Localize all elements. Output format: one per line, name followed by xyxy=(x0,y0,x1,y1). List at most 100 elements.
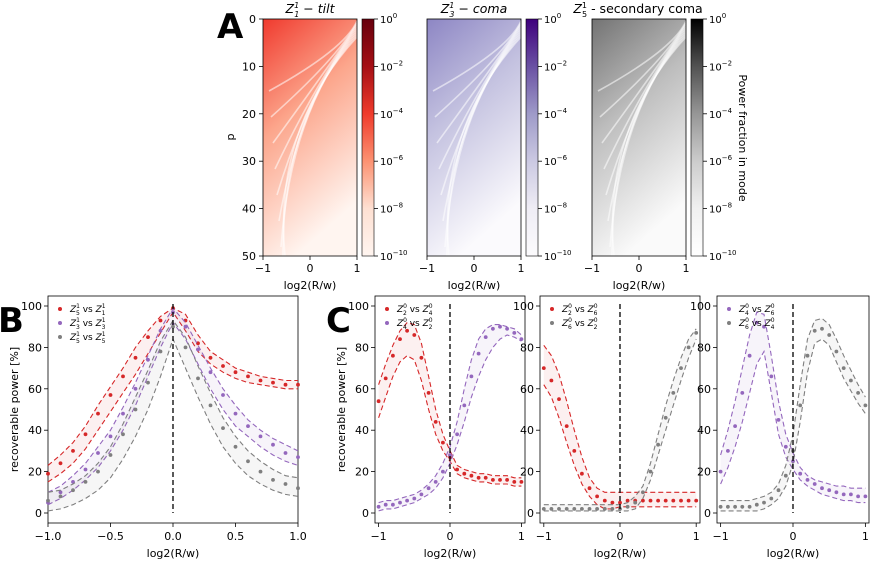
data-point xyxy=(383,376,388,381)
legend: Z0 2 vs Z0 6Z0 6 vs Z0 2 xyxy=(550,303,598,331)
data-point xyxy=(686,345,691,350)
data-point xyxy=(740,504,745,509)
ytick-label: 60 xyxy=(28,383,42,396)
legend-marker xyxy=(58,307,62,311)
data-point xyxy=(419,492,424,497)
ytick-label: 20 xyxy=(355,466,369,479)
data-point xyxy=(679,366,683,370)
data-point xyxy=(58,461,63,466)
data-point xyxy=(71,449,75,453)
data-point xyxy=(776,418,781,422)
heatmap-ytick-label: 20 xyxy=(242,108,256,121)
legend-marker xyxy=(385,321,389,325)
data-point xyxy=(602,498,607,503)
data-point xyxy=(849,492,853,497)
data-point xyxy=(557,507,561,511)
data-point xyxy=(376,399,381,404)
legend-entry: Z1 5 vs Z1 1 xyxy=(69,303,106,317)
data-point xyxy=(812,482,817,486)
data-point xyxy=(491,478,495,482)
data-point xyxy=(383,502,388,507)
data-point xyxy=(133,407,138,412)
data-point xyxy=(121,374,125,379)
data-point xyxy=(391,353,395,358)
data-point xyxy=(783,444,788,449)
ytick-label: 100 xyxy=(348,300,369,313)
data-point xyxy=(448,453,452,457)
heatmap-xtick-label: 1 xyxy=(354,262,361,275)
heatmap-image xyxy=(263,19,357,256)
heatmap-ytick-label: 30 xyxy=(242,155,256,168)
heatmap-ytick-label: 50 xyxy=(242,250,256,263)
xtick-label: 1 xyxy=(518,530,525,543)
data-point xyxy=(71,488,75,493)
data-point xyxy=(519,337,524,341)
data-point xyxy=(296,382,300,387)
ytick-label: 60 xyxy=(355,383,369,396)
data-point xyxy=(296,455,300,459)
data-point xyxy=(498,478,502,482)
legend-marker xyxy=(58,321,62,325)
data-point xyxy=(519,480,524,484)
heatmap-ylabel: p xyxy=(224,133,237,140)
data-point xyxy=(663,415,668,420)
xtick-label: −1 xyxy=(370,530,386,543)
data-point xyxy=(426,486,431,491)
xlabel: log2(R/w) xyxy=(767,547,820,560)
data-point xyxy=(233,444,238,449)
data-point xyxy=(412,333,417,337)
heatmap-ytick-label: 0 xyxy=(249,13,256,26)
ytick-label: 20 xyxy=(520,466,534,479)
data-point xyxy=(221,426,225,430)
legend-marker xyxy=(385,307,389,311)
ylabel: recoverable power [%] xyxy=(335,347,348,472)
upper-bound-line xyxy=(378,324,522,504)
colorbar-tick-label: 100 xyxy=(709,12,726,26)
legend-marker xyxy=(727,321,731,325)
heatmap-xtick-label: −1 xyxy=(584,262,600,275)
heatmap-title: Z1 1 − tilt xyxy=(285,1,336,19)
data-point xyxy=(595,494,599,499)
data-point xyxy=(505,326,509,331)
data-point xyxy=(783,473,788,478)
heatmap-ytick-label: 10 xyxy=(242,60,256,73)
upper-bound-line xyxy=(378,321,522,479)
data-point xyxy=(512,331,517,335)
ytick-label: 0 xyxy=(35,507,42,520)
ytick-label: 80 xyxy=(697,341,711,354)
data-point xyxy=(476,351,481,356)
data-point xyxy=(433,480,438,484)
data-point xyxy=(498,324,502,329)
legend-entry: Z1 3 vs Z1 3 xyxy=(69,317,106,331)
heatmap-xtick-label: 1 xyxy=(518,262,525,275)
data-point xyxy=(856,494,860,499)
heatmap-tilt: Z1 1 − tilt xyxy=(262,1,375,257)
heatmap-xtick-label: 0 xyxy=(471,262,478,275)
legend-entry: Z0 4 vs Z0 2 xyxy=(396,317,433,331)
legend-entry: Z0 2 vs Z0 4 xyxy=(396,303,433,317)
data-point xyxy=(733,424,737,428)
xtick-label: 0 xyxy=(790,530,797,543)
data-point xyxy=(541,507,546,511)
colorbar-tick-label: 10−2 xyxy=(380,59,403,73)
heatmap-xtick-label: −1 xyxy=(419,262,435,275)
colorbar-tick-label: 10−4 xyxy=(380,107,404,121)
heatmap-xlabel: log2(R/w) xyxy=(448,279,501,292)
lower-bound-line xyxy=(543,338,697,512)
xtick-label: 0.5 xyxy=(227,530,245,543)
data-point xyxy=(572,507,577,511)
ytick-label: 20 xyxy=(28,466,42,479)
data-point xyxy=(694,498,699,503)
heatmap-image xyxy=(427,19,521,256)
data-point xyxy=(441,440,445,445)
data-point xyxy=(271,380,275,385)
data-point xyxy=(83,480,88,484)
data-point xyxy=(648,469,653,474)
data-point xyxy=(564,424,569,428)
xtick-label: −1 xyxy=(536,530,552,543)
heatmap-xtick-label: −1 xyxy=(255,262,271,275)
legend-entry: Z0 2 vs Z0 6 xyxy=(561,303,598,317)
data-point xyxy=(841,366,846,370)
